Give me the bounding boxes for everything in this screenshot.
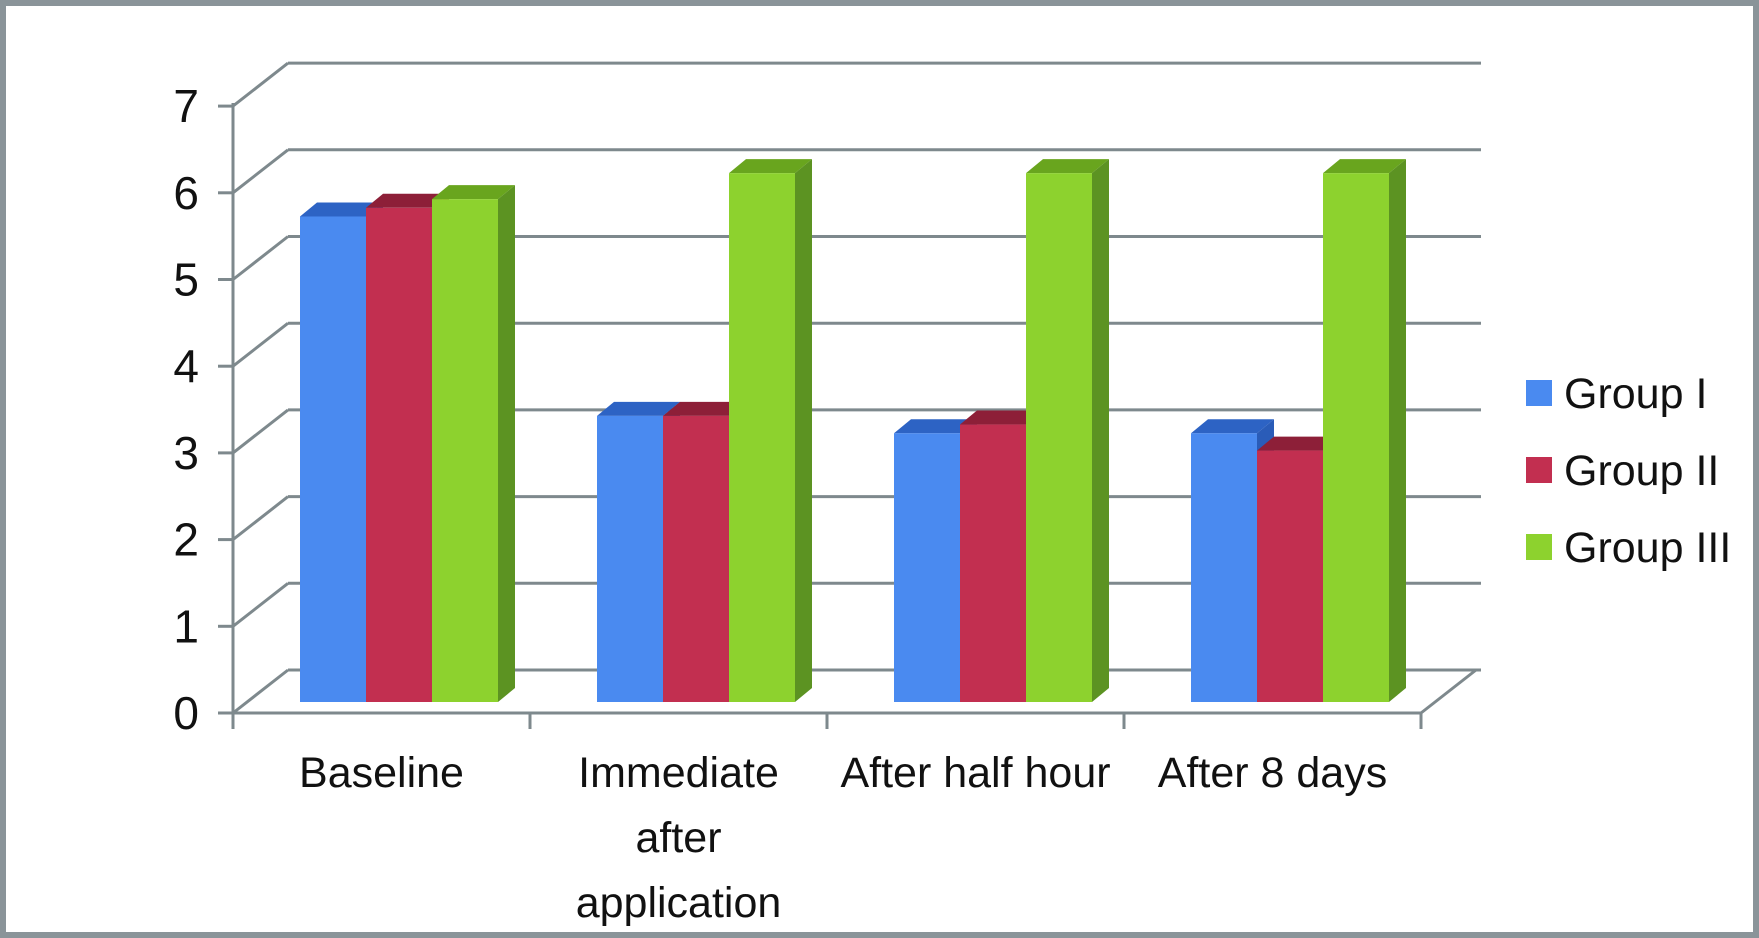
y-tick-label-7: 7 <box>173 80 199 132</box>
legend-label-group-ii: Group II <box>1564 447 1719 495</box>
category-label-immediate-after-application-line3: application <box>576 879 782 927</box>
category-label-after-half-hour: After half hour <box>840 749 1110 797</box>
bar-group-iii-immediate-after-application-top <box>729 159 812 174</box>
y-tick-label-5: 5 <box>173 254 199 306</box>
y-tick-label-3: 3 <box>173 427 199 479</box>
bar-group-ii-immediate-after-application-top <box>663 401 746 416</box>
gridline-diagonal-1 <box>232 582 289 628</box>
y-tick-label-4: 4 <box>173 340 199 392</box>
gridline-diagonal-2 <box>232 495 289 541</box>
bar-group-iii-after-8-days <box>1323 173 1389 702</box>
floor-right-edge <box>1420 668 1477 715</box>
bar-group-i-baseline <box>300 216 366 703</box>
bar-group-ii-immediate-after-application <box>663 415 729 702</box>
legend-label-group-iii: Group III <box>1564 524 1731 572</box>
bar-group-iii-baseline-top <box>432 185 515 200</box>
bar-group-iii-after-half-hour-side <box>1092 159 1109 702</box>
bar-group-i-after-8-days <box>1191 433 1257 702</box>
legend-swatch-group-ii <box>1526 457 1552 483</box>
bar-group-iii-after-8-days-top <box>1323 159 1406 174</box>
category-label-immediate-after-application-line1: Immediate <box>578 749 779 797</box>
bar-group-ii-after-8-days-top <box>1257 436 1340 451</box>
bar-group-iii-immediate-after-application-side <box>795 159 812 702</box>
gridline-diagonal-5 <box>232 235 289 281</box>
bar-group-iii-after-half-hour-top <box>1026 159 1109 174</box>
bar-group-i-immediate-after-application-top <box>597 401 680 416</box>
bar-group-iii-after-8-days-side <box>1389 159 1406 702</box>
gridline-diagonal-4 <box>232 322 289 368</box>
bar-group-i-after-half-hour-top <box>894 419 977 434</box>
bar-group-i-after-8-days-top <box>1191 419 1274 434</box>
bar-group-ii-after-8-days <box>1257 450 1323 702</box>
y-tick-label-0: 0 <box>173 687 199 739</box>
gridline-diagonal-7 <box>232 61 289 108</box>
bar-group-ii-baseline-top <box>366 193 449 208</box>
bar-group-i-after-half-hour <box>894 433 960 702</box>
bar-group-iii-immediate-after-application <box>729 173 795 702</box>
y-tick-label-1: 1 <box>173 600 199 652</box>
legend-label-group-i: Group I <box>1564 370 1707 418</box>
bar-group-ii-after-half-hour-top <box>960 410 1043 425</box>
bar-group-iii-baseline-side <box>498 185 515 702</box>
bar-group-iii-baseline <box>432 199 498 702</box>
category-label-after-8-days: After 8 days <box>1158 749 1387 797</box>
bar-group-i-immediate-after-application <box>597 415 663 702</box>
bar-group-iii-after-half-hour <box>1026 173 1092 702</box>
bar-group-ii-after-half-hour <box>960 424 1026 702</box>
gridline-diagonal-0 <box>232 668 289 715</box>
category-label-baseline: Baseline <box>299 749 464 797</box>
gridline-diagonal-6 <box>232 148 289 194</box>
bar-group-ii-baseline <box>366 207 432 702</box>
bar-group-i-baseline-top <box>300 202 383 217</box>
category-label-immediate-after-application-line2: after <box>635 814 721 862</box>
y-tick-label-6: 6 <box>173 167 199 219</box>
legend-swatch-group-i <box>1526 380 1552 406</box>
y-tick-label-2: 2 <box>173 514 199 566</box>
gridline-diagonal-3 <box>232 408 289 455</box>
legend-swatch-group-iii <box>1526 534 1552 560</box>
